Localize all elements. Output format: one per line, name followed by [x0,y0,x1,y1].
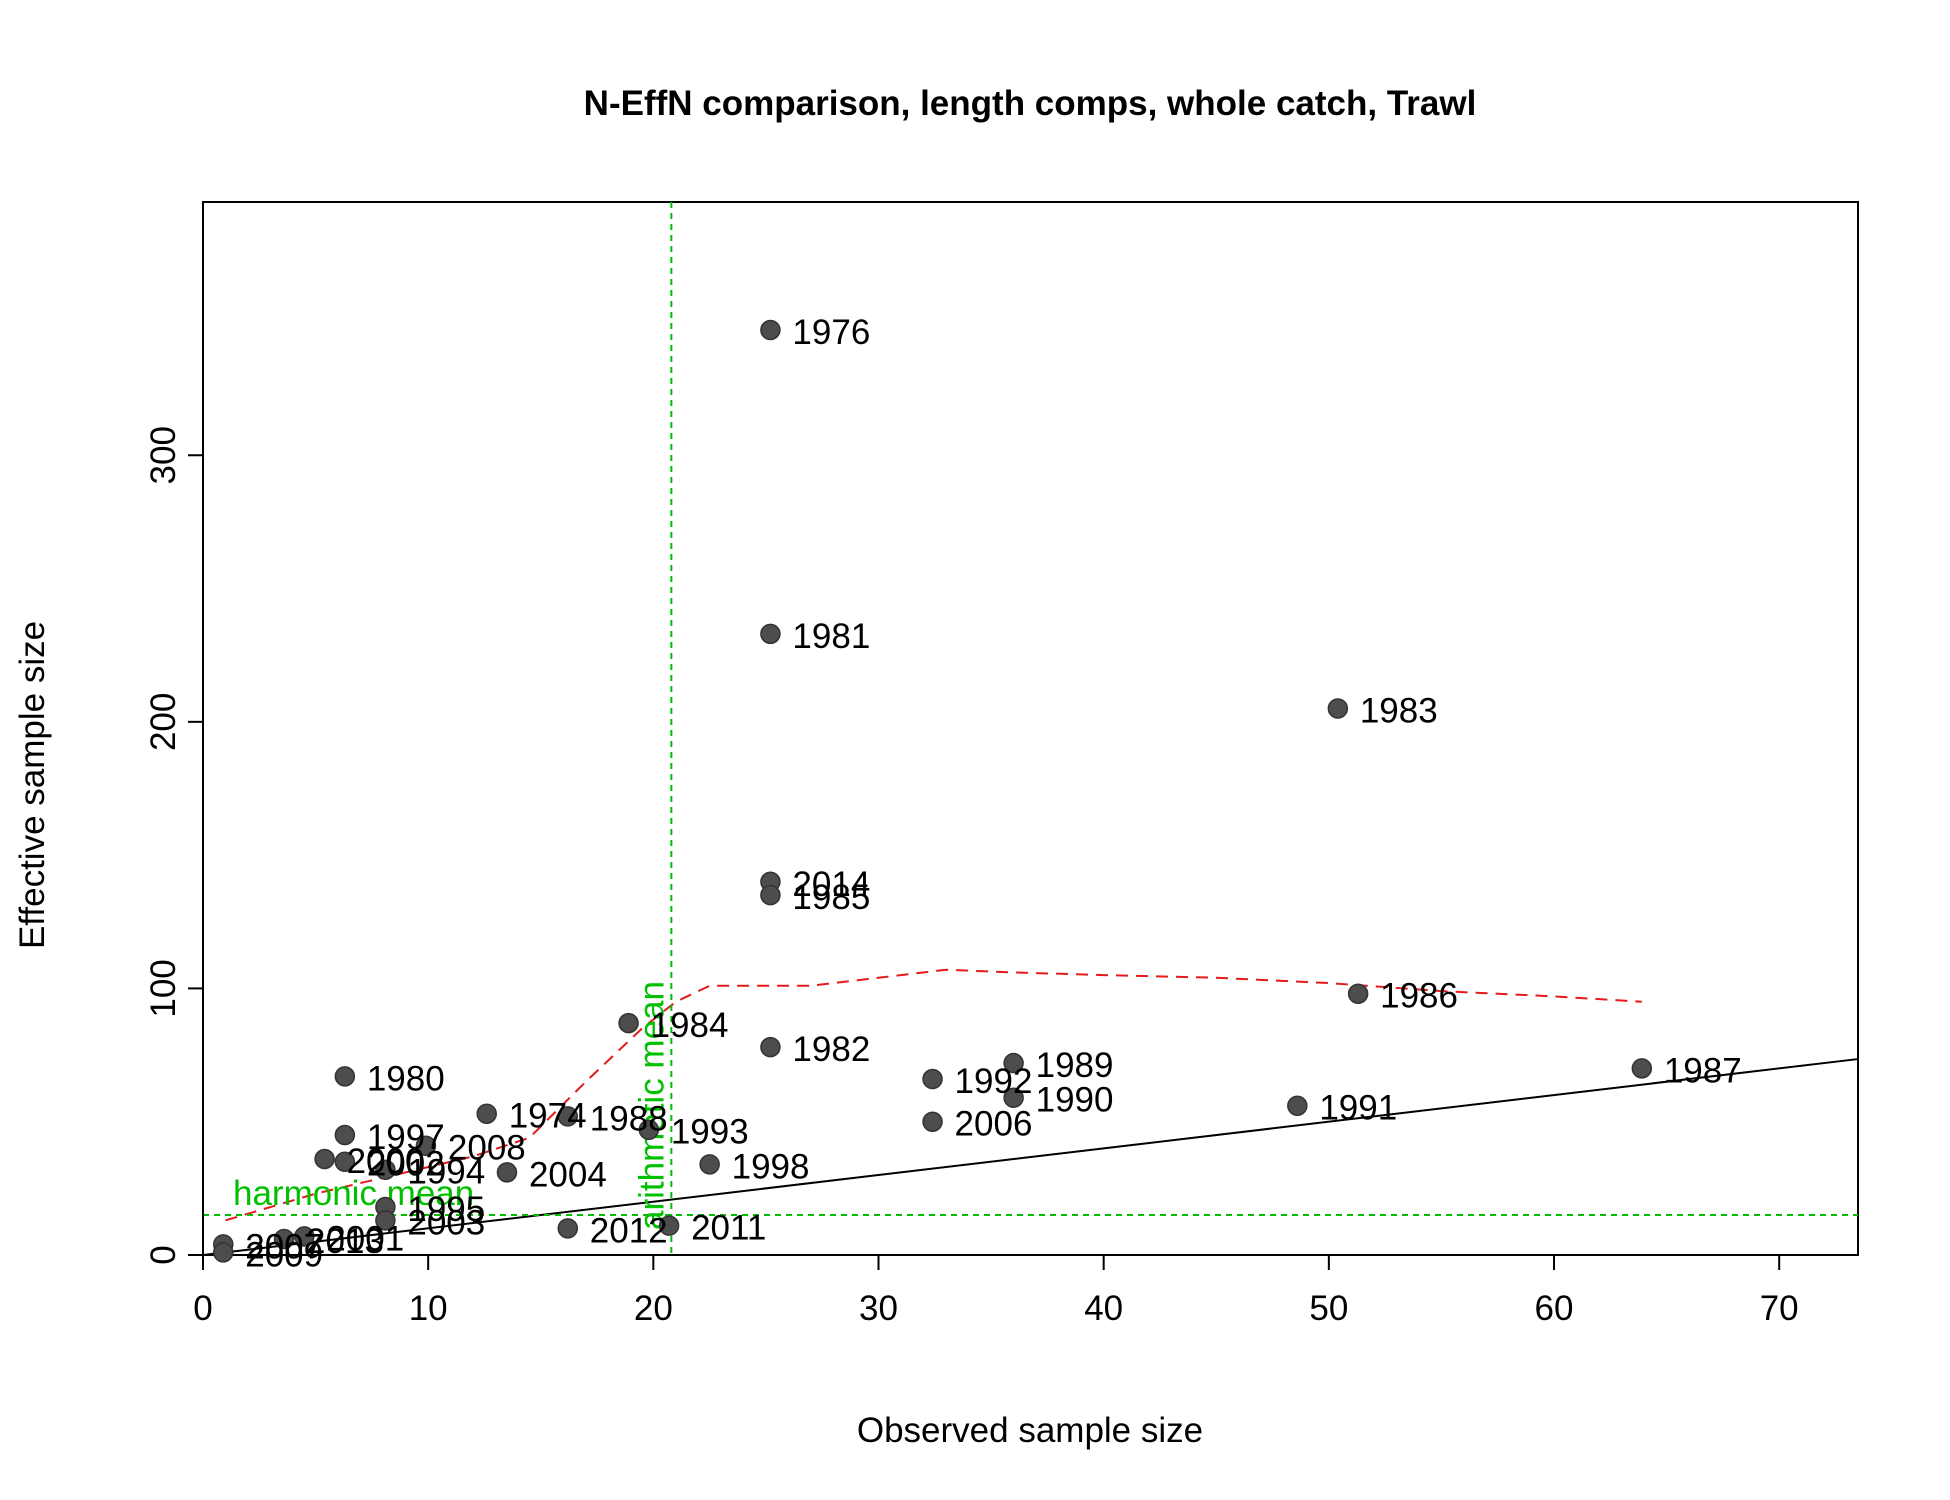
point-label-2002: 2002 [367,1145,445,1184]
data-point-1989 [1003,1052,1024,1074]
data-point-2002 [334,1151,356,1172]
data-point-1998 [699,1154,720,1175]
x-tick-label: 10 [409,1289,448,1328]
data-point-2012 [557,1218,579,1239]
y-axis-label: Effective sample size [13,621,52,949]
point-label-1981: 1981 [792,617,870,656]
point-label-1983: 1983 [1360,692,1438,731]
point-label-1995: 1995 [407,1190,485,1229]
point-label-2013: 2013 [306,1222,384,1261]
x-tick-label: 20 [634,1289,673,1328]
point-label-2014: 2014 [792,865,870,904]
data-point-1974 [476,1103,497,1124]
x-tick-label: 0 [193,1289,212,1328]
x-tick-label: 70 [1760,1289,1799,1328]
y-tick-label: 100 [144,959,183,1017]
data-point-1994 [375,1159,396,1180]
data-point-1992 [922,1068,943,1090]
point-label-1988: 1988 [590,1099,668,1138]
axes-layer: 0 10 20 30 40 50 60 70 0 100 200 300 [144,426,1799,1328]
point-label-1990: 1990 [1036,1081,1114,1120]
data-point-1986 [1347,983,1369,1004]
smoother-line [225,968,1642,1222]
one-to-one-line [202,1058,1859,1256]
x-axis-label: Observed sample size [857,1411,1203,1450]
x-tick-label: 50 [1309,1289,1348,1328]
point-label-1992: 1992 [955,1062,1033,1101]
data-point-1990 [1003,1087,1024,1108]
data-point-2013 [273,1228,295,1250]
y-tick-label: 200 [144,693,183,751]
x-tick-label: 40 [1084,1289,1123,1328]
data-point-1988 [557,1106,579,1127]
arithmetic-mean-label: arithmetic mean [632,981,671,1230]
point-label-1976: 1976 [792,313,870,352]
point-label-1974: 1974 [509,1097,587,1136]
point-label-2006: 2006 [955,1105,1033,1144]
data-point-1987 [1631,1058,1653,1079]
point-label-1985: 1985 [792,878,870,917]
data-point-2006 [922,1111,943,1132]
data-point-1976 [760,319,781,341]
point-label-2004: 2004 [529,1155,607,1194]
point-label-1986: 1986 [1380,977,1458,1016]
harmonic-mean-label: harmonic mean [233,1174,474,1213]
y-tick-label: 300 [144,426,183,484]
point-label-2007: 2007 [245,1227,323,1266]
point-label-2008: 2008 [448,1129,526,1168]
data-point-1981 [760,623,781,645]
point-label-1997: 1997 [367,1118,445,1157]
point-label-1994: 1994 [407,1153,485,1192]
point-label-1982: 1982 [792,1030,870,1069]
data-point-1982 [760,1036,781,1058]
data-point-1991 [1287,1095,1308,1116]
point-label-1987: 1987 [1664,1051,1742,1090]
point-label-2003: 2003 [407,1203,485,1242]
point-label-2000: 2000 [347,1142,425,1181]
data-point-1983 [1327,698,1349,719]
data-point-2009 [213,1242,234,1263]
y-tick-label: 0 [144,1245,183,1264]
data-point-1985 [760,884,781,906]
point-label-1993: 1993 [671,1113,749,1152]
point-label-2001: 2001 [326,1219,404,1258]
x-tick-label: 30 [859,1289,898,1328]
data-point-2000 [314,1148,335,1170]
point-label-2012: 2012 [590,1211,668,1250]
x-tick-label: 60 [1535,1289,1574,1328]
data-point-1984 [618,1012,639,1034]
point-label-2011: 2011 [691,1209,766,1248]
data-point-2008 [415,1135,437,1156]
data-point-1997 [334,1124,356,1146]
data-point-1980 [334,1066,356,1087]
data-point-2004 [496,1162,518,1183]
point-label-1991: 1991 [1319,1089,1397,1128]
point-label-1998: 1998 [732,1147,810,1186]
point-label-2009: 2009 [245,1235,323,1274]
data-point-1993 [638,1119,660,1140]
points-layer [213,319,1653,1263]
lines-layer: harmonic mean arithmetic mean [202,202,1859,1256]
data-point-2011 [658,1215,680,1236]
point-label-1989: 1989 [1036,1046,1114,1085]
point-label-1984: 1984 [651,1006,729,1045]
data-point-2001 [294,1226,315,1247]
chart-title: N-EffN comparison, length comps, whole c… [584,84,1477,123]
data-point-2003 [375,1210,396,1231]
point-label-1980: 1980 [367,1059,445,1098]
